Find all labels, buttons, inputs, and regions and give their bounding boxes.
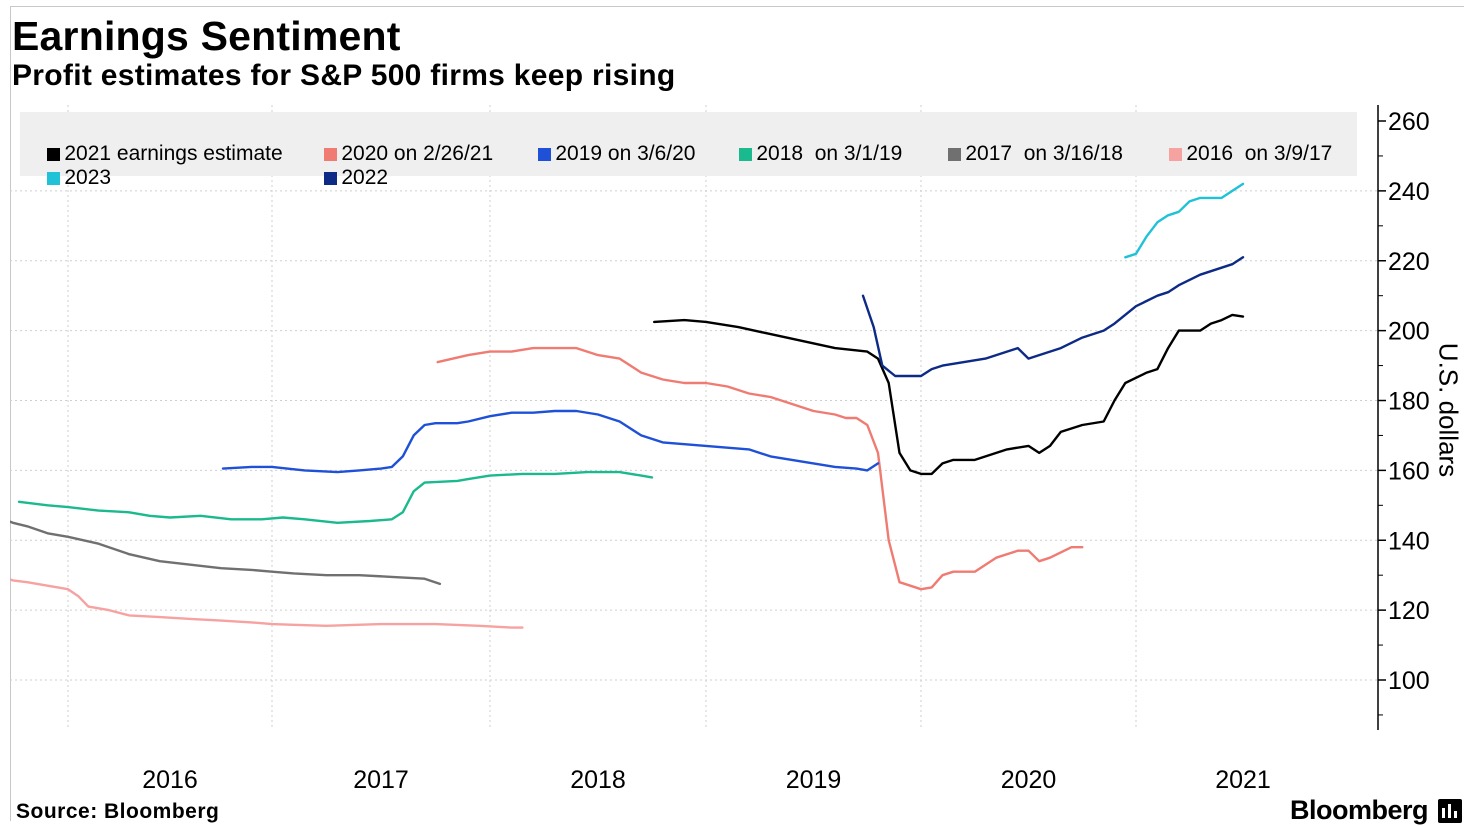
- y-axis-title: U.S. dollars: [1428, 300, 1468, 520]
- legend-item-2021: 2021 earnings estimate: [24, 118, 283, 190]
- left-rule: [10, 6, 11, 821]
- legend-swatch: [739, 148, 753, 161]
- bloomberg-terminal-icon: [1438, 799, 1462, 823]
- legend-swatch: [324, 148, 338, 161]
- legend-label: 2017 on 3/16/18: [965, 142, 1123, 165]
- series-lines: [10, 182, 1245, 629]
- y-tick-label: 160: [1388, 457, 1430, 485]
- x-tick-label: 2019: [786, 766, 842, 794]
- legend-label: 2016 on 3/9/17: [1186, 142, 1333, 165]
- series-line-7: [861, 256, 1245, 378]
- y-tick-label: 180: [1388, 388, 1430, 416]
- source-note: Source: Bloomberg: [16, 800, 220, 823]
- y-tick-label: 200: [1388, 318, 1430, 346]
- brand-logo: Bloomberg: [1289, 795, 1429, 825]
- gridlines: [10, 105, 1378, 730]
- y-axis-title-text: U.S. dollars: [1433, 342, 1464, 478]
- legend-label: 2020 on 2/26/21: [341, 142, 494, 165]
- legend-item-2017: 2017 on 3/16/18: [925, 118, 1123, 190]
- legend-swatch: [948, 148, 962, 161]
- series-line-4: [10, 520, 442, 586]
- legend-label: 2022: [341, 166, 389, 189]
- series-line-2: [221, 409, 880, 474]
- x-tick-label: 2016: [142, 766, 198, 794]
- legend-swatch: [47, 172, 61, 185]
- y-tick-label: 220: [1388, 248, 1430, 276]
- legend-swatch: [538, 148, 552, 161]
- y-tick-label: 100: [1388, 667, 1430, 695]
- legend-label: 2021 earnings estimate: [64, 142, 283, 165]
- y-tick-label: 140: [1388, 527, 1430, 555]
- chart-subtitle: Profit estimates for S&P 500 firms keep …: [12, 59, 676, 92]
- legend-item-2022: 2022: [301, 142, 388, 214]
- legend-item-2020: 2020 on 2/26/21: [301, 118, 493, 190]
- legend-swatch: [47, 148, 61, 161]
- series-line-0: [653, 313, 1245, 476]
- x-tick-label: 2018: [570, 766, 626, 794]
- legend-swatch: [1169, 148, 1183, 161]
- legend-item-2019: 2019 on 3/6/20: [515, 118, 695, 190]
- legend-item-2023: 2023: [24, 142, 111, 214]
- legend: 2021 earnings estimate 2020 on 2/26/21 2…: [20, 112, 1357, 189]
- y-tick-label: 120: [1388, 597, 1430, 625]
- series-line-5: [10, 578, 524, 629]
- legend-swatch: [324, 172, 338, 185]
- y-tick-label: 260: [1388, 108, 1430, 136]
- x-tick-label: 2017: [353, 766, 409, 794]
- legend-item-2016: 2016 on 3/9/17: [1146, 118, 1332, 190]
- legend-label: 2019 on 3/6/20: [555, 142, 696, 165]
- y-tick-label: 240: [1388, 178, 1430, 206]
- legend-item-2018: 2018 on 3/1/19: [716, 118, 902, 190]
- x-tick-label: 2021: [1215, 766, 1271, 794]
- legend-label: 2018 on 3/1/19: [756, 142, 903, 165]
- series-line-3: [17, 470, 654, 524]
- series-line-1: [436, 346, 1084, 591]
- axes: 100 120 140 160 180 200 220 240 260 2016 2017 2018 2…: [142, 105, 1430, 794]
- chart-title: Earnings Sentiment: [12, 13, 401, 59]
- top-rule: [10, 6, 1464, 7]
- legend-label: 2023: [64, 166, 112, 189]
- x-tick-label: 2020: [1001, 766, 1057, 794]
- series-line-6: [1124, 182, 1245, 259]
